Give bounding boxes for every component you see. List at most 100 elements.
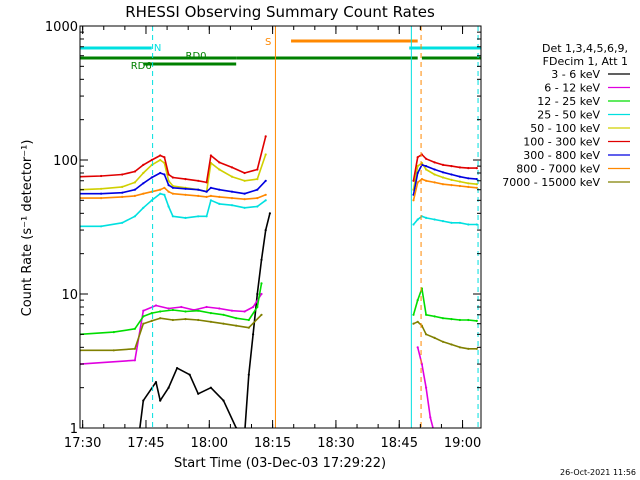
series-point-6-0-18 <box>264 179 267 182</box>
series-point-4-0-18 <box>264 153 267 156</box>
series-point-8-1-8 <box>467 347 470 350</box>
series-point-4-0-16 <box>243 179 246 182</box>
legend: Det 1,3,4,5,6,9,FDecim 1, Att 13 - 6 keV… <box>502 42 630 189</box>
series-point-5-0-15 <box>230 166 234 169</box>
series-point-0-0-10 <box>222 399 225 402</box>
series-point-7-0-6 <box>159 188 162 191</box>
flag-label-rd6: RD6 <box>131 61 152 72</box>
series-point-8-1-9 <box>475 347 478 350</box>
timestamp: 26-Oct-2021 11:56 <box>560 468 636 477</box>
series-point-0-1-7 <box>476 467 478 469</box>
series-point-0-0-13 <box>247 373 250 376</box>
series-point-8-1-1 <box>416 320 419 323</box>
x-tick-label-3: 18:15 <box>254 436 291 451</box>
series-point-4-0-3 <box>133 181 136 184</box>
series-point-2-0-5 <box>159 310 162 313</box>
plot-area <box>80 135 478 469</box>
series-point-1-1-2 <box>425 386 428 389</box>
series-point-6-0-3 <box>133 188 136 191</box>
series-point-7-1-1 <box>416 181 419 184</box>
series-point-7-0-12 <box>205 195 208 198</box>
series-point-6-0-6 <box>159 171 162 175</box>
x-tick-label-5: 18:45 <box>381 436 418 451</box>
series-point-1-0-3 <box>154 304 158 307</box>
series-point-6-0-12 <box>205 190 208 193</box>
series-point-7-1-3 <box>425 179 428 182</box>
series-point-3-0-18 <box>264 199 267 202</box>
series-point-5-0-16 <box>243 171 246 175</box>
legend-header-0: Det 1,3,4,5,6,9, <box>542 42 628 55</box>
series-point-6-0-9 <box>171 186 174 189</box>
series-point-3-0-10 <box>184 216 187 219</box>
series-point-3-1-5 <box>441 220 445 223</box>
plot-frame <box>79 25 482 429</box>
series-point-3-0-6 <box>159 192 162 195</box>
series-point-6-0-4 <box>142 182 145 185</box>
series-point-4-0-14 <box>218 168 221 171</box>
series-point-6-1-8 <box>467 177 470 180</box>
series-point-1-0-7 <box>205 305 208 309</box>
series-point-6-0-15 <box>230 190 234 193</box>
series-point-0-1-4 <box>442 467 444 469</box>
series-point-1-0-2 <box>142 309 145 312</box>
series-point-5-1-9 <box>475 167 478 170</box>
series-point-6-0-11 <box>197 188 200 191</box>
series-line-7-1 <box>412 178 477 201</box>
series-point-5-1-5 <box>441 163 445 166</box>
series-point-1-1-3 <box>429 416 432 419</box>
series-point-2-0-12 <box>247 318 250 322</box>
series-point-2-1-0 <box>412 313 415 316</box>
series-line-4-1 <box>412 162 477 190</box>
series-point-6-0-1 <box>100 192 103 195</box>
series-point-5-0-4 <box>142 163 145 166</box>
series-point-5-1-6 <box>450 165 453 168</box>
series-point-3-0-11 <box>197 215 200 218</box>
series-line-8-1 <box>413 321 477 350</box>
series-point-2-0-1 <box>112 331 115 334</box>
series-point-2-0-2 <box>133 327 136 330</box>
series-point-2-0-4 <box>150 312 153 315</box>
axis-ticks: 17:30 17:45 18:00 18:15 18:30 18:45 19:00 1 10 10… <box>45 20 481 451</box>
y-axis-label: Count Rate (s⁻¹ detector⁻¹) <box>20 140 35 317</box>
series-line-5-1 <box>412 153 477 181</box>
series-point-1-0-4 <box>167 307 170 310</box>
series-point-0-1-1 <box>421 433 423 435</box>
series-point-7-1-9 <box>475 186 478 189</box>
series-point-7-0-10 <box>184 193 187 196</box>
series-point-5-0-12 <box>205 181 208 184</box>
series-point-6-0-10 <box>184 187 187 190</box>
series-point-4-1-4 <box>433 173 436 176</box>
series-point-0-0-2 <box>142 399 145 402</box>
x-tick-label-4: 18:30 <box>317 436 354 451</box>
series-point-2-1-3 <box>425 313 428 316</box>
x-tick-label-1: 17:45 <box>127 436 164 451</box>
series-point-7-0-17 <box>256 197 259 200</box>
series-point-7-0-1 <box>100 197 103 200</box>
series-point-0-0-9 <box>209 386 212 389</box>
series-point-5-0-9 <box>171 176 174 179</box>
series-point-3-0-8 <box>167 205 170 208</box>
series-point-7-0-13 <box>209 194 212 197</box>
series-point-6-0-2 <box>121 191 124 194</box>
series-point-2-1-8 <box>467 318 470 322</box>
series-point-6-1-5 <box>441 171 445 174</box>
series-point-4-1-8 <box>467 182 470 185</box>
series-point-0-1-6 <box>463 467 465 469</box>
series-point-2-0-6 <box>171 308 174 312</box>
series-point-3-0-15 <box>230 204 234 207</box>
series-point-7-0-14 <box>218 195 221 198</box>
series-point-3-0-9 <box>171 215 174 218</box>
series-point-8-0-6 <box>171 318 174 322</box>
series-point-0-0-8 <box>197 392 200 395</box>
series-point-3-0-17 <box>256 205 259 208</box>
series-point-5-0-5 <box>150 158 153 162</box>
series-point-2-1-6 <box>450 318 453 321</box>
series-point-7-0-11 <box>197 194 200 197</box>
series-point-7-0-7 <box>163 186 166 189</box>
series-point-6-0-7 <box>163 173 166 176</box>
series-point-1-1-0 <box>416 346 419 349</box>
series-point-4-0-17 <box>256 178 259 181</box>
series-point-6-0-8 <box>167 184 170 187</box>
series-point-1-0-9 <box>230 309 234 312</box>
